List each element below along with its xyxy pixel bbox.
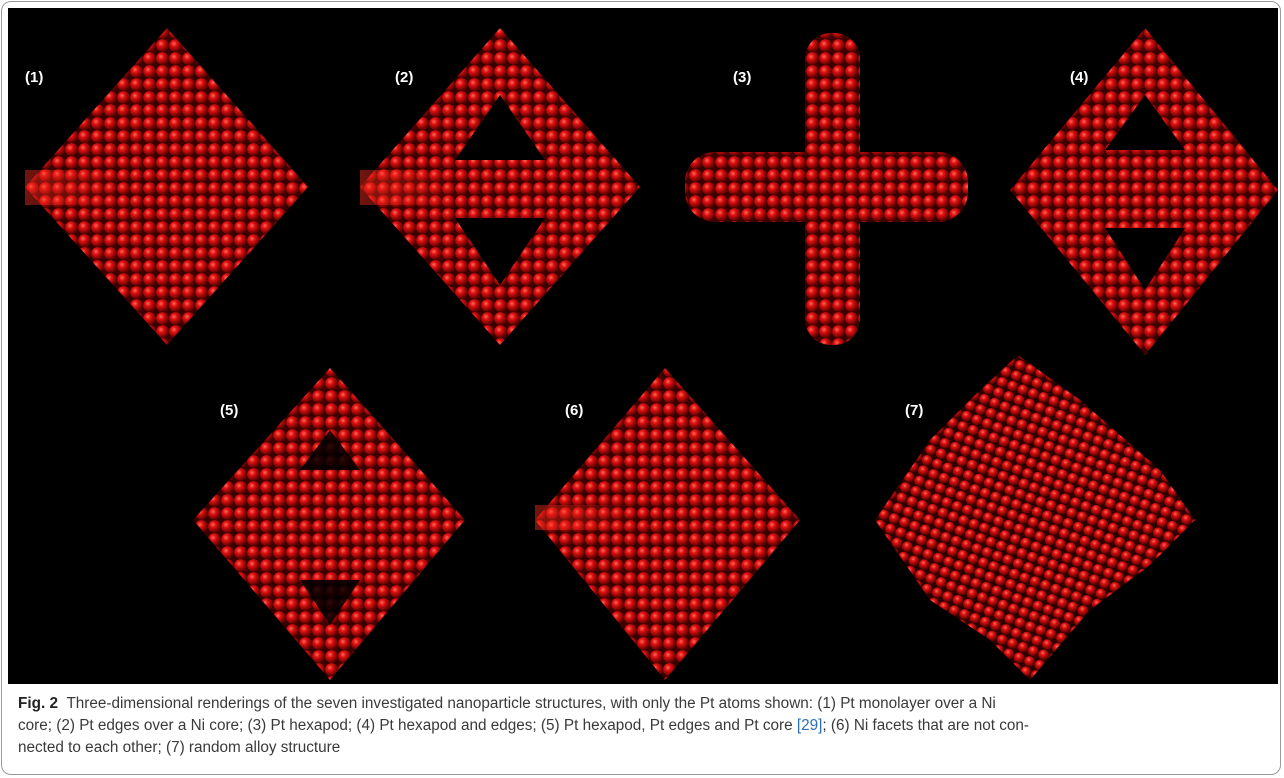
caption: Fig. 2 Three-dimensional renderings of t… — [18, 693, 1273, 759]
panel-label: (2) — [395, 69, 413, 86]
caption-text: nected to each other; (7) random alloy s… — [18, 739, 340, 756]
panel-label: (4) — [1070, 69, 1088, 86]
caption-text: core; (2) Pt edges over a Ni core; (3) P… — [18, 717, 797, 734]
caption-text: Three-dimensional renderings of the seve… — [66, 695, 995, 712]
caption-line: core; (2) Pt edges over a Ni core; (3) P… — [18, 715, 1273, 737]
figure-label: Fig. 2 — [18, 695, 58, 712]
reference-link[interactable]: [29] — [797, 717, 823, 734]
renderings: (1) (2) (3) (4) (5) (6) (7) — [8, 8, 1278, 684]
figure-image: (1) (2) (3) (4) (5) (6) (7) — [8, 8, 1278, 684]
panel-label: (3) — [733, 69, 751, 86]
panel-label: (7) — [905, 402, 923, 419]
panel-label: (6) — [565, 402, 583, 419]
particle-3 — [685, 33, 968, 345]
caption-text: ; (6) Ni facets that are not con- — [822, 717, 1029, 734]
caption-line: Fig. 2 Three-dimensional renderings of t… — [18, 693, 1273, 715]
caption-line: nected to each other; (7) random alloy s… — [18, 737, 1273, 759]
particle-1 — [25, 28, 308, 345]
particle-4 — [1010, 28, 1278, 355]
panel-label: (1) — [25, 69, 43, 86]
panel-label: (5) — [220, 402, 238, 419]
